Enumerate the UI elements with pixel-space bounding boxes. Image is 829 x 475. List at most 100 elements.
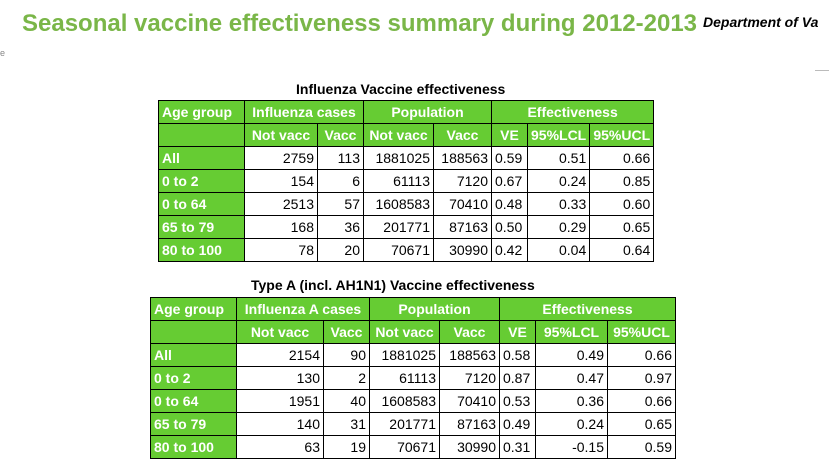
table-row: 0 to 2 130 2 61113 7120 0.87 0.47 0.97: [150, 366, 676, 390]
cell-pop-not-vacc: 201771: [363, 215, 434, 239]
cell-pop-not-vacc: 61113: [363, 169, 434, 193]
type-a-effectiveness-table: Age group Influenza A cases Population E…: [150, 297, 676, 459]
header-effectiveness: Effectiveness: [490, 100, 655, 124]
cell-pop-not-vacc: 61113: [369, 366, 440, 390]
cell-lcl: 0.36: [535, 389, 608, 413]
cell-pop-not-vacc: 1881025: [369, 343, 440, 367]
header-population: Population: [363, 100, 492, 124]
header-effectiveness: Effectiveness: [499, 297, 676, 321]
cell-not-vacc: 154: [244, 169, 318, 193]
cell-pop-not-vacc: 1608583: [369, 389, 440, 413]
cell-vacc: 20: [317, 238, 364, 262]
divider: [815, 70, 829, 71]
row-age-group: 65 to 79: [158, 215, 245, 239]
cell-vacc: 113: [317, 146, 364, 170]
header-ucl: 95%UCL: [607, 320, 676, 344]
table-row: 65 to 79 140 31 201771 87163 0.49 0.24 0…: [150, 412, 676, 436]
header-cases: Influenza A cases: [236, 297, 370, 321]
cell-pop-vacc: 188563: [439, 343, 500, 367]
edge-fragment-text: e: [0, 48, 6, 58]
cell-ucl: 0.59: [607, 435, 676, 459]
cell-ve: 0.67: [491, 169, 528, 193]
header-age-group: Age group: [150, 297, 237, 321]
cell-not-vacc: 168: [244, 215, 318, 239]
table-row: 80 to 100 63 19 70671 30990 0.31 -0.15 0…: [150, 435, 676, 459]
cell-pop-vacc: 87163: [433, 215, 492, 239]
cell-vacc: 40: [323, 389, 370, 413]
cell-lcl: -0.15: [535, 435, 608, 459]
header-age-group: Age group: [158, 100, 245, 124]
header-vacc: Vacc: [323, 320, 370, 344]
cell-ve: 0.42: [491, 238, 528, 262]
cell-ve: 0.59: [491, 146, 528, 170]
cell-ve: 0.31: [499, 435, 536, 459]
cell-not-vacc: 2154: [236, 343, 324, 367]
cell-pop-not-vacc: 1881025: [363, 146, 434, 170]
table-2-caption: Type A (incl. AH1N1) Vaccine effectivene…: [251, 277, 535, 293]
header-pop-vacc: Vacc: [433, 123, 492, 147]
cell-pop-not-vacc: 201771: [369, 412, 440, 436]
cell-vacc: 2: [323, 366, 370, 390]
header-lcl: 95%LCL: [526, 123, 591, 147]
row-age-group: 0 to 2: [150, 366, 237, 390]
header-lcl: 95%LCL: [535, 320, 608, 344]
row-age-group: 80 to 100: [158, 238, 245, 262]
header-pop-vacc: Vacc: [439, 320, 500, 344]
row-age-group: 0 to 64: [150, 389, 237, 413]
header-vacc: Vacc: [317, 123, 364, 147]
table-row: All 2759 113 1881025 188563 0.59 0.51 0.…: [158, 146, 655, 170]
cell-ve: 0.49: [499, 412, 536, 436]
cell-not-vacc: 130: [236, 366, 324, 390]
cell-ve: 0.87: [499, 366, 536, 390]
cell-ve: 0.53: [499, 389, 536, 413]
cell-pop-not-vacc: 70671: [369, 435, 440, 459]
cell-ucl: 0.97: [607, 366, 676, 390]
row-age-group: All: [150, 343, 237, 367]
cell-lcl: 0.33: [526, 192, 591, 216]
table-row: All 2154 90 1881025 188563 0.58 0.49 0.6…: [150, 343, 676, 367]
cell-ucl: 0.66: [589, 146, 655, 170]
cell-lcl: 0.24: [535, 412, 608, 436]
cell-ucl: 0.64: [589, 238, 655, 262]
header-population: Population: [369, 297, 500, 321]
cell-not-vacc: 2759: [244, 146, 318, 170]
cell-not-vacc: 1951: [236, 389, 324, 413]
row-age-group: 65 to 79: [150, 412, 237, 436]
cell-ucl: 0.60: [589, 192, 655, 216]
cell-vacc: 57: [317, 192, 364, 216]
cell-lcl: 0.49: [535, 343, 608, 367]
header-blank: [150, 320, 237, 344]
row-age-group: All: [158, 146, 245, 170]
header-not-vacc: Not vacc: [244, 123, 318, 147]
header-ve: VE: [491, 123, 528, 147]
cell-pop-vacc: 70410: [433, 192, 492, 216]
cell-not-vacc: 63: [236, 435, 324, 459]
cell-pop-vacc: 30990: [439, 435, 500, 459]
cell-pop-vacc: 70410: [439, 389, 500, 413]
cell-vacc: 19: [323, 435, 370, 459]
cell-pop-not-vacc: 1608583: [363, 192, 434, 216]
row-age-group: 80 to 100: [150, 435, 237, 459]
cell-pop-vacc: 30990: [433, 238, 492, 262]
table-row: 80 to 100 78 20 70671 30990 0.42 0.04 0.…: [158, 238, 655, 262]
cell-ucl: 0.66: [607, 389, 676, 413]
cell-pop-not-vacc: 70671: [363, 238, 434, 262]
cell-not-vacc: 140: [236, 412, 324, 436]
cell-lcl: 0.29: [526, 215, 591, 239]
cell-pop-vacc: 7120: [439, 366, 500, 390]
cell-ucl: 0.65: [607, 412, 676, 436]
cell-pop-vacc: 188563: [433, 146, 492, 170]
header-blank: [158, 123, 245, 147]
table-row: 65 to 79 168 36 201771 87163 0.50 0.29 0…: [158, 215, 655, 239]
header-pop-not-vacc: Not vacc: [363, 123, 434, 147]
cell-vacc: 36: [317, 215, 364, 239]
header-ucl: 95%UCL: [589, 123, 655, 147]
cell-not-vacc: 78: [244, 238, 318, 262]
page-title: Seasonal vaccine effectiveness summary d…: [22, 10, 698, 37]
header-pop-not-vacc: Not vacc: [369, 320, 440, 344]
cell-ve: 0.58: [499, 343, 536, 367]
header-ve: VE: [499, 320, 536, 344]
table-row: 0 to 2 154 6 61113 7120 0.67 0.24 0.85: [158, 169, 655, 193]
cell-ucl: 0.85: [589, 169, 655, 193]
cell-not-vacc: 2513: [244, 192, 318, 216]
